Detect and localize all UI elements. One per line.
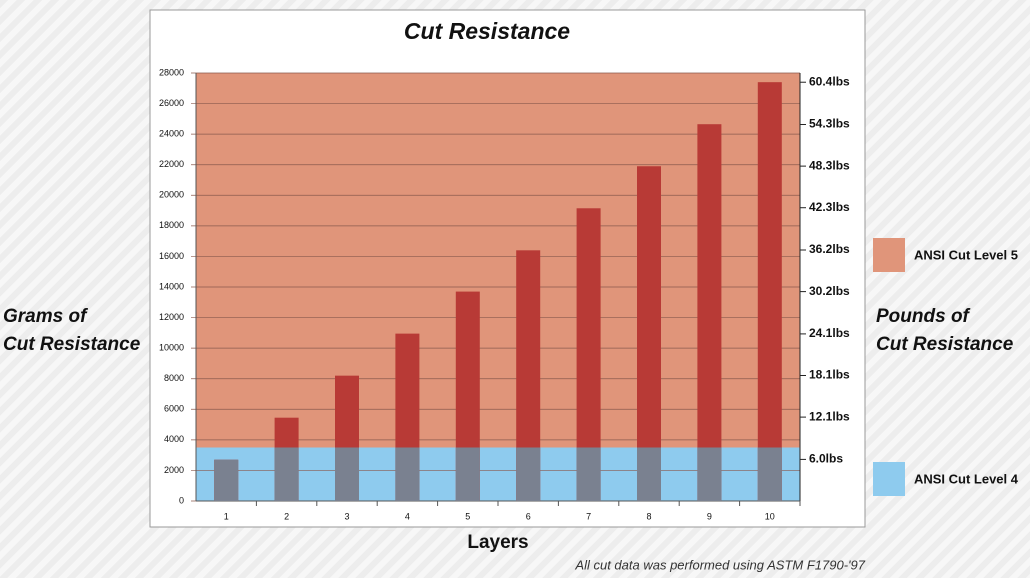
y2-axis-label: Cut Resistance — [876, 334, 1014, 355]
x-tick-label: 4 — [405, 511, 410, 521]
y2-tick-label: 24.1lbs — [809, 326, 850, 340]
bar — [697, 124, 722, 501]
bar-low-part — [757, 447, 782, 501]
y-tick-label: 6000 — [164, 404, 184, 414]
x-tick-label: 7 — [586, 511, 591, 521]
bar-low-part — [637, 447, 661, 501]
x-tick-label: 6 — [526, 511, 531, 521]
y-tick-label: 20000 — [159, 190, 184, 200]
y2-tick-label: 36.2lbs — [809, 242, 850, 256]
y-tick-label: 28000 — [159, 67, 184, 77]
bar — [637, 166, 661, 501]
y2-axis-label: Pounds of — [876, 306, 971, 327]
y-tick-label: 10000 — [159, 343, 184, 353]
x-tick-label: 3 — [344, 511, 349, 521]
y-tick-label: 26000 — [159, 98, 184, 108]
y-tick-label: 16000 — [159, 251, 184, 261]
y-tick-label: 18000 — [159, 220, 184, 230]
x-tick-label: 5 — [465, 511, 470, 521]
y-tick-label: 4000 — [164, 434, 184, 444]
bar-low-part — [697, 447, 722, 501]
y2-tick-label: 30.2lbs — [809, 284, 850, 298]
y-tick-label: 22000 — [159, 159, 184, 169]
y2-tick-label: 42.3lbs — [809, 200, 850, 214]
legend-label: ANSI Cut Level 5 — [914, 247, 1018, 262]
y-tick-label: 14000 — [159, 281, 184, 291]
y-tick-label: 2000 — [164, 465, 184, 475]
bar-low-part — [214, 459, 239, 501]
x-tick-label: 2 — [284, 511, 289, 521]
x-tick-label: 9 — [707, 511, 712, 521]
y-tick-label: 8000 — [164, 373, 184, 383]
legend-swatch — [873, 462, 905, 496]
y-tick-label: 12000 — [159, 312, 184, 322]
bar-low-part — [576, 447, 601, 501]
y-axis-label: Grams of — [3, 306, 88, 327]
x-tick-label: 1 — [224, 511, 229, 521]
bar-low-part — [274, 447, 299, 501]
chart-title: Cut Resistance — [404, 18, 570, 44]
legend-swatch — [873, 238, 905, 272]
y2-tick-label: 54.3lbs — [809, 117, 850, 131]
y2-tick-label: 12.1lbs — [809, 409, 850, 423]
y2-tick-label: 60.4lbs — [809, 74, 850, 88]
bar-low-part — [335, 447, 359, 501]
bar-low-part — [516, 447, 541, 501]
x-tick-label: 10 — [765, 511, 775, 521]
bar — [757, 82, 782, 502]
y2-tick-label: 18.1lbs — [809, 368, 850, 382]
legend-label: ANSI Cut Level 4 — [914, 471, 1019, 486]
bar-low-part — [455, 447, 480, 501]
bar-low-part — [395, 447, 420, 501]
y-tick-label: 0 — [179, 495, 184, 505]
y2-tick-label: 48.3lbs — [809, 158, 850, 172]
y-tick-label: 24000 — [159, 129, 184, 139]
x-tick-label: 8 — [646, 511, 651, 521]
y2-tick-label: 6.0lbs — [809, 452, 843, 466]
x-axis-label: Layers — [467, 532, 528, 553]
footnote: All cut data was performed using ASTM F1… — [574, 557, 865, 572]
y-axis-label: Cut Resistance — [3, 334, 141, 355]
